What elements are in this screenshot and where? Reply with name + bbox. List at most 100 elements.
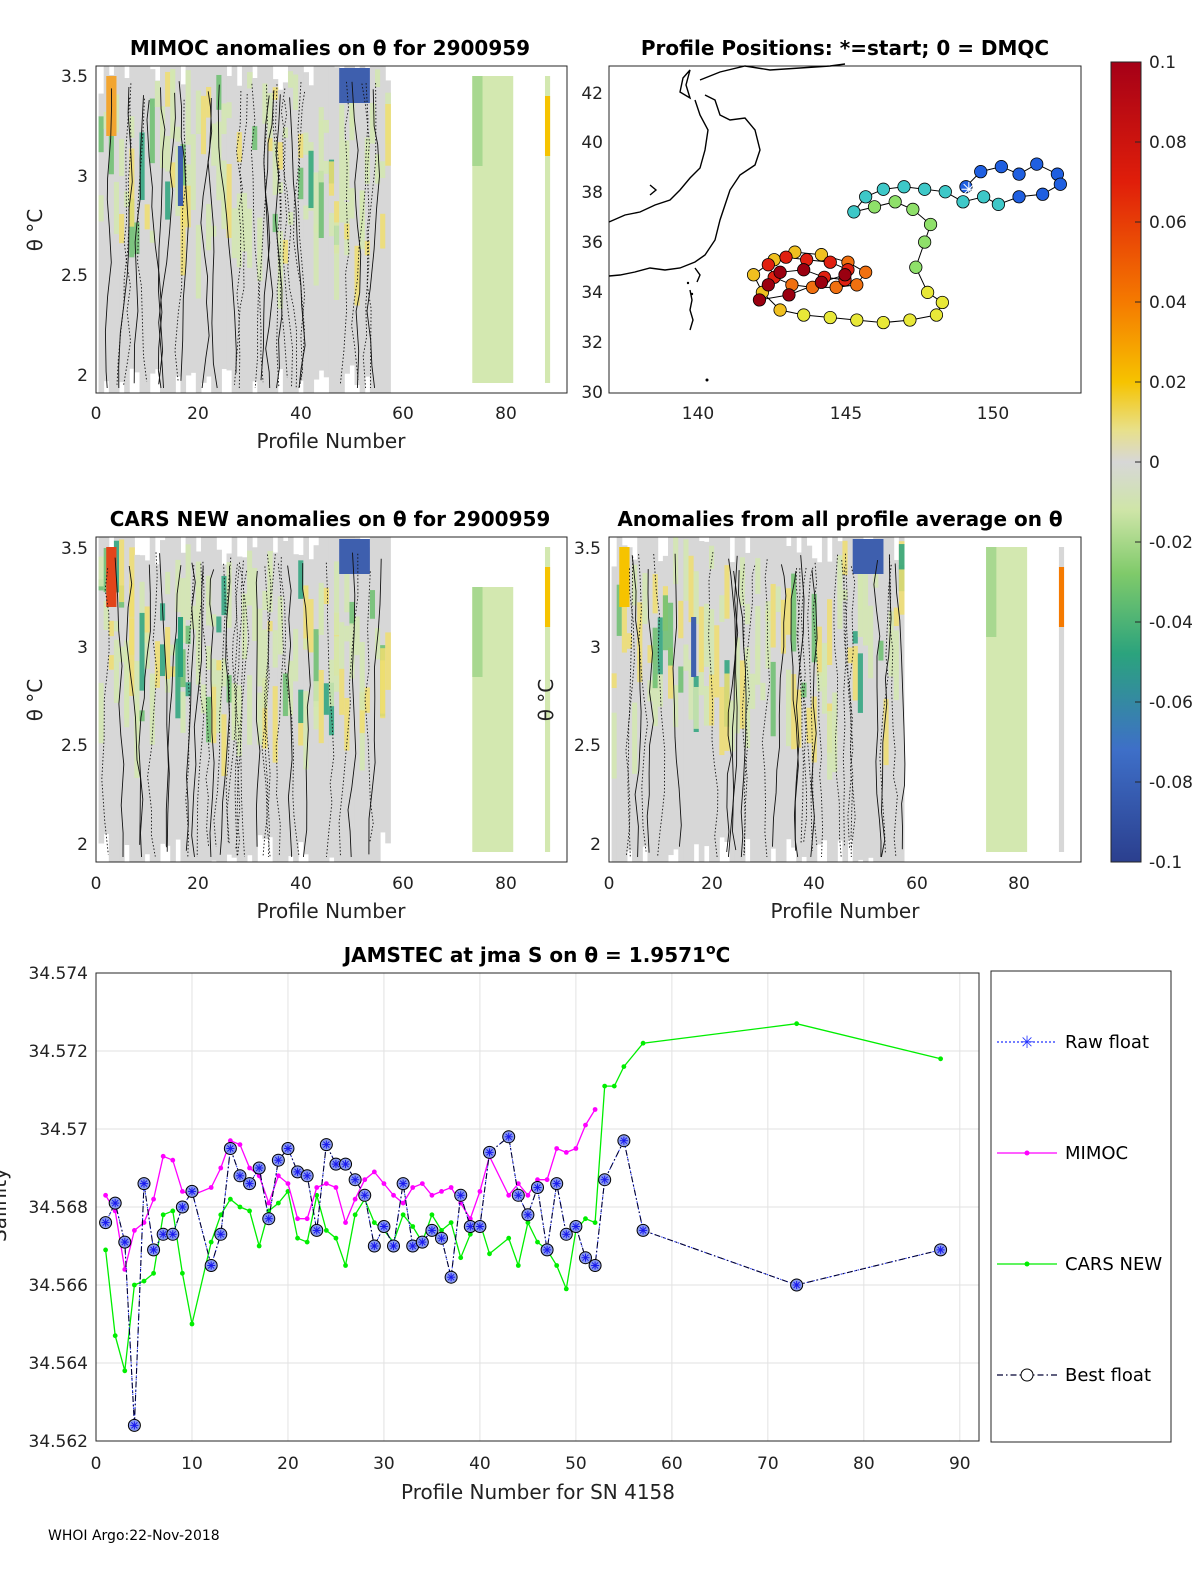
heatmap-patch xyxy=(108,620,115,637)
heatmap-patch xyxy=(175,126,181,142)
legend-item-cars-new: CARS NEW xyxy=(997,1254,1162,1275)
colorbar-tick-label: -0.04 xyxy=(1149,613,1193,633)
average-panel-title: Anomalies from all profile average on θ xyxy=(617,507,1062,531)
salinity-ytick-label: 34.57 xyxy=(39,1120,88,1140)
map-xticks: 140 145 150 xyxy=(682,404,1009,424)
heatmap-patch xyxy=(657,617,664,675)
mimoc-xticks: 0 20 40 60 80 xyxy=(91,404,517,424)
heatmap-patch xyxy=(883,698,890,766)
heatmap-patch xyxy=(282,127,289,138)
cars-new-point xyxy=(227,1196,233,1202)
best-float-point xyxy=(175,1200,189,1214)
cars-new-point xyxy=(938,1056,944,1062)
profile-position-marker xyxy=(1012,167,1026,181)
heatmap-patch xyxy=(185,682,192,697)
cars-ytick-label: 2.5 xyxy=(61,736,88,756)
contour-line xyxy=(104,88,113,389)
positions-axes-box xyxy=(608,65,1082,394)
start-marker-icon: ✳ xyxy=(961,177,978,201)
average-xticks: 0 20 40 60 80 xyxy=(604,874,1030,894)
contour-line xyxy=(302,563,311,858)
contour-line xyxy=(731,570,738,851)
profile-position-marker xyxy=(761,258,775,272)
profile-position-marker xyxy=(909,260,923,274)
heatmap-patch xyxy=(231,208,238,259)
mimoc-point xyxy=(544,1177,550,1183)
heatmap-column xyxy=(144,66,151,393)
contour-line xyxy=(848,566,856,858)
contour-line xyxy=(282,100,298,389)
profile-position-marker xyxy=(1012,190,1026,204)
heatmap-patch xyxy=(119,138,125,177)
heatmap-column xyxy=(621,545,628,862)
contour-line xyxy=(158,92,176,389)
heatmap-patch xyxy=(703,686,710,726)
contour-line xyxy=(147,552,158,857)
heatmap-patch xyxy=(703,603,710,667)
cars-new-point xyxy=(515,1263,521,1268)
heatmap-patch xyxy=(257,608,263,687)
contour-line xyxy=(761,559,770,858)
salinity-xtick-label: 90 xyxy=(949,1454,971,1474)
contour-line xyxy=(260,90,275,381)
heatmap-patch xyxy=(103,600,110,630)
heatmap-column xyxy=(837,541,843,841)
mimoc-point xyxy=(467,1216,473,1222)
cars-new-point xyxy=(275,1200,281,1206)
mimoc-ytick-label: 3.5 xyxy=(61,67,88,87)
cars-xtick-label: 20 xyxy=(187,874,209,894)
heatmap-patch xyxy=(786,588,792,635)
contour-line xyxy=(727,558,738,858)
average-ylabel: θ °C xyxy=(534,679,558,722)
contour-line xyxy=(138,564,151,858)
heatmap-patch xyxy=(339,68,370,103)
heatmap-column xyxy=(159,540,166,844)
profile-position-marker xyxy=(797,308,811,322)
heatmap-patch xyxy=(632,564,638,606)
heatmap-patch xyxy=(272,630,279,668)
heatmap-patch xyxy=(349,188,356,219)
contour-line xyxy=(646,569,654,853)
contour-line xyxy=(726,555,739,853)
heatmap-column xyxy=(678,537,684,862)
salinity-ytick-label: 34.568 xyxy=(29,1198,88,1218)
heatmap-patch xyxy=(200,95,207,155)
heatmap-patch xyxy=(282,239,289,264)
heatmap-patch xyxy=(359,642,366,711)
contour-line xyxy=(202,561,210,847)
cars-new-point xyxy=(170,1208,176,1214)
heatmap-patch xyxy=(262,678,269,749)
cars-new-point xyxy=(323,1228,329,1233)
colorbar-tick-label: 0 xyxy=(1149,453,1160,473)
heatmap-column xyxy=(272,79,279,393)
heatmap-patch xyxy=(211,614,217,627)
heatmap-patch xyxy=(683,644,690,671)
heatmap-patch xyxy=(642,573,648,625)
heatmap-column xyxy=(698,541,705,862)
cars-new-point xyxy=(410,1224,416,1229)
contour-line xyxy=(275,563,284,857)
heatmap-patch xyxy=(124,651,130,728)
best-float-point xyxy=(511,1188,525,1202)
heatmap-column xyxy=(878,537,884,862)
heatmap-patch xyxy=(328,161,335,196)
contour-line xyxy=(795,568,813,852)
profile-position-marker xyxy=(850,278,864,292)
profile-position-marker xyxy=(920,285,935,299)
heatmap-patch xyxy=(247,72,253,89)
heatmap-patch xyxy=(165,71,171,107)
best-float-point xyxy=(233,1169,247,1183)
heatmap-patch xyxy=(287,212,294,225)
heatmap-patch xyxy=(180,691,187,733)
heatmap-patch xyxy=(724,673,731,751)
cars-new-point xyxy=(352,1212,358,1218)
profile-position-marker xyxy=(888,195,902,209)
heatmap-patch xyxy=(211,123,217,166)
mimoc-dot-icon xyxy=(1024,1150,1030,1156)
heatmap-patch xyxy=(868,605,874,679)
colorbar-tick-label: -0.08 xyxy=(1149,773,1193,793)
cars-heatmap xyxy=(98,537,551,862)
heatmap-patch xyxy=(257,692,263,745)
salinity-chart-title: JAMSTEC at jma S on θ = 1.9571oC xyxy=(342,942,731,967)
mimoc-point xyxy=(170,1157,176,1163)
